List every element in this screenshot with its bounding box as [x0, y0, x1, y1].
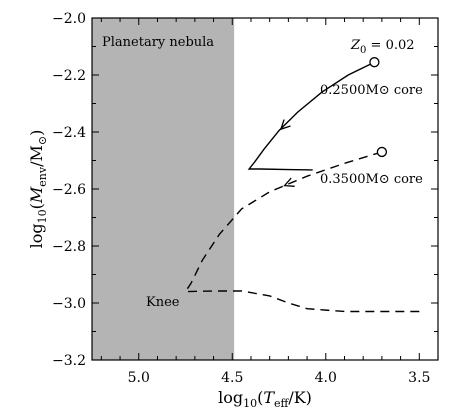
metallicity-label: Z0 = 0.02	[350, 38, 415, 56]
y-tick-label: −2.8	[52, 239, 86, 255]
planetary-nebula-label: Planetary nebula	[102, 35, 214, 50]
core-label-2: 0.3500M⊙ core	[320, 172, 423, 187]
core-label-1: 0.2500M⊙ core	[320, 83, 423, 98]
x-tick-label: 5.0	[128, 370, 150, 386]
series-2-arrow	[283, 177, 295, 187]
knee-label: Knee	[146, 295, 180, 310]
y-tick-label: −2.0	[52, 11, 86, 27]
series-1-arrow	[279, 119, 291, 131]
y-tick-label: −2.2	[52, 68, 86, 84]
y-tick-label: −2.4	[52, 125, 86, 141]
y-tick-label: −3.2	[52, 353, 86, 369]
y-tick-label: −3.0	[52, 296, 86, 312]
series-1-line	[247, 61, 375, 171]
y-tick-label: −2.6	[52, 182, 86, 198]
y-axis-label: log10(Menv/M⊙)	[27, 130, 49, 249]
x-tick-label: 4.0	[315, 370, 337, 386]
planetary-nebula-region	[92, 18, 235, 360]
series-2-start-marker	[376, 146, 388, 158]
series-2-line	[184, 151, 420, 313]
x-tick-label: 3.5	[408, 370, 430, 386]
x-axis-label: log10(Teff/K)	[218, 388, 312, 410]
x-tick-label: 4.5	[221, 370, 243, 386]
series-1-start-marker	[369, 57, 380, 68]
